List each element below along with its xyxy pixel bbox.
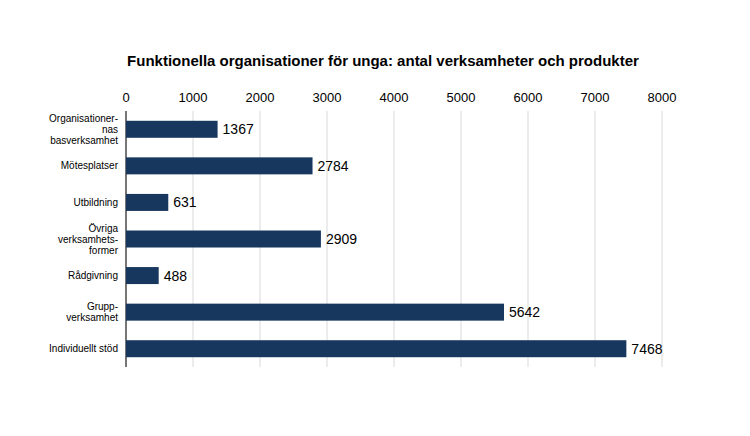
bar (126, 194, 168, 211)
tick-label: 0 (122, 90, 129, 105)
tick-label: 1000 (179, 90, 208, 105)
category-label: Övrigaverksamhets-former (58, 223, 119, 256)
bar (126, 231, 321, 248)
bar (126, 121, 218, 138)
category-label: Grupp-verksamhet (66, 301, 118, 323)
tick-label: 8000 (648, 90, 677, 105)
category-label: Individuellt stöd (49, 343, 118, 354)
grid-line (595, 111, 596, 367)
data-label: 1367 (223, 121, 254, 137)
tick-label: 7000 (581, 90, 610, 105)
data-label: 7468 (631, 341, 662, 357)
labels: 1367 Organisationer-nasbasverksamhet 2784 M… (49, 113, 663, 357)
bar (126, 304, 504, 321)
data-label: 2784 (318, 158, 349, 174)
category-label: Organisationer-nasbasverksamhet (49, 113, 118, 146)
data-label: 2909 (326, 231, 357, 247)
category-label: Utbildning (74, 197, 118, 208)
bar (126, 340, 626, 357)
chart: Funktionella organisationer för unga: an… (0, 0, 750, 436)
grid-line (528, 111, 529, 367)
grid-line (662, 111, 663, 367)
grid-line (461, 111, 462, 367)
tick-label: 3000 (313, 90, 342, 105)
tick-label: 2000 (246, 90, 275, 105)
data-label: 5642 (509, 304, 540, 320)
tick-label: 4000 (380, 90, 409, 105)
grid-line (394, 111, 395, 367)
grid (126, 111, 662, 367)
bar (126, 267, 159, 284)
category-label: Rådgivning (68, 270, 118, 281)
bar (126, 157, 313, 174)
bars (126, 121, 626, 357)
tick-label: 5000 (447, 90, 476, 105)
data-label: 488 (164, 268, 188, 284)
title: Funktionella organisationer för unga: an… (127, 52, 639, 69)
tick-label: 6000 (514, 90, 543, 105)
data-label: 631 (173, 194, 197, 210)
category-label: Mötesplatser (61, 160, 119, 171)
